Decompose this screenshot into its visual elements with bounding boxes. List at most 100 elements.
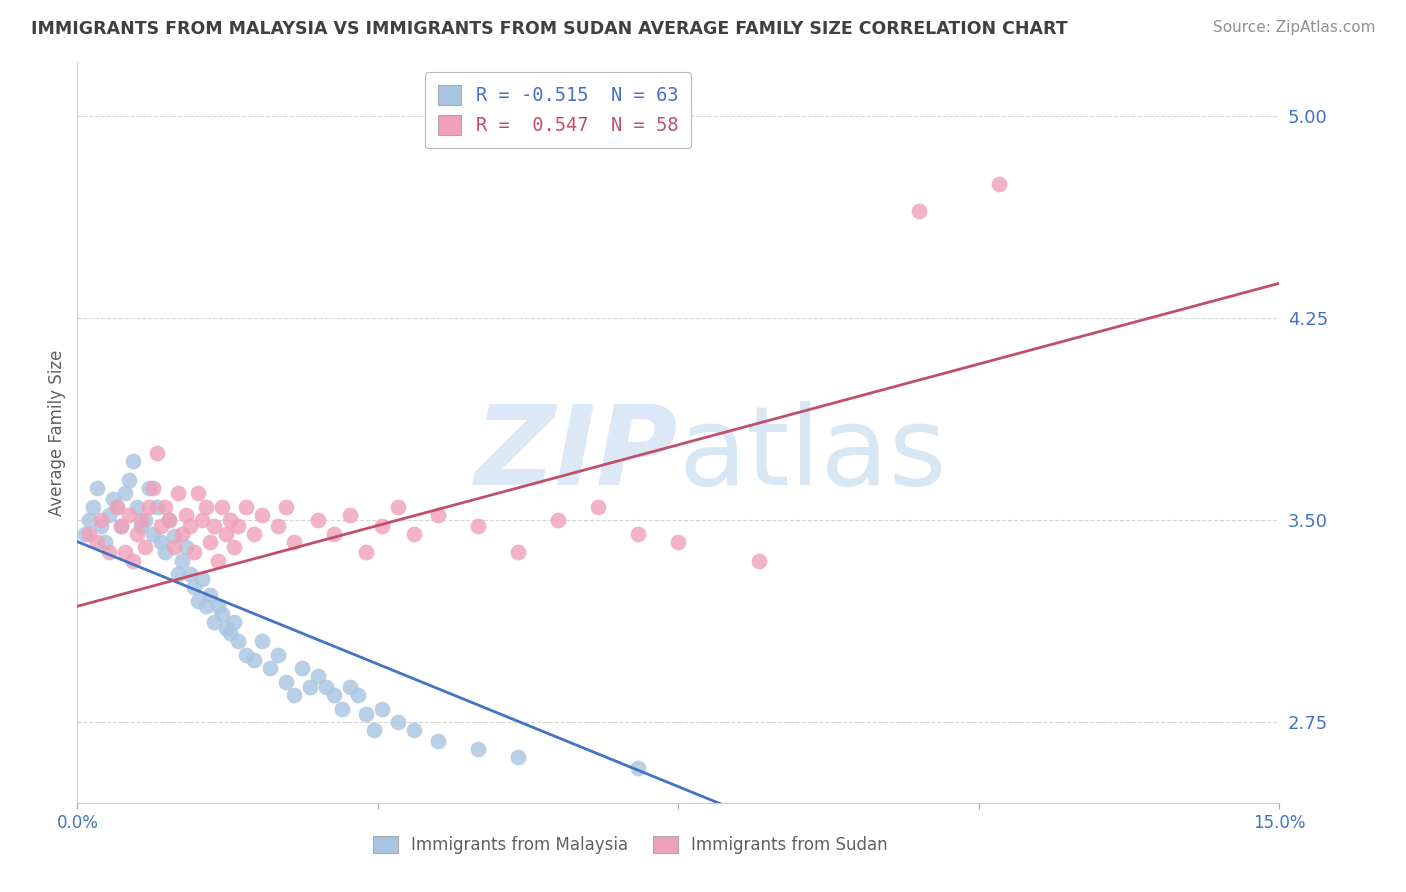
Point	[250, 508, 273, 522]
Point	[170, 553, 193, 567]
Point	[110, 518, 132, 533]
Point	[467, 518, 489, 533]
Point	[170, 526, 193, 541]
Point	[162, 529, 184, 543]
Point	[214, 621, 236, 635]
Point	[211, 500, 233, 514]
Point	[82, 500, 104, 514]
Point	[166, 566, 188, 581]
Point	[174, 508, 197, 522]
Point	[146, 500, 169, 514]
Point	[339, 508, 361, 522]
Point	[322, 688, 344, 702]
Point	[274, 674, 297, 689]
Point	[627, 761, 650, 775]
Point	[222, 615, 245, 630]
Point	[146, 446, 169, 460]
Point	[75, 526, 97, 541]
Point	[315, 680, 337, 694]
Point	[90, 518, 112, 533]
Point	[134, 513, 156, 527]
Point	[235, 648, 257, 662]
Point	[202, 518, 225, 533]
Point	[218, 626, 240, 640]
Point	[307, 669, 329, 683]
Point	[122, 553, 145, 567]
Point	[214, 526, 236, 541]
Point	[190, 572, 212, 586]
Point	[142, 526, 165, 541]
Point	[988, 177, 1011, 191]
Point	[194, 500, 217, 514]
Point	[79, 526, 101, 541]
Point	[142, 481, 165, 495]
Point	[307, 513, 329, 527]
Point	[387, 714, 409, 729]
Point	[207, 553, 229, 567]
Point	[363, 723, 385, 738]
Point	[186, 594, 209, 608]
Point	[190, 513, 212, 527]
Point	[138, 500, 160, 514]
Point	[259, 661, 281, 675]
Point	[186, 486, 209, 500]
Point	[207, 599, 229, 614]
Point	[127, 500, 149, 514]
Point	[748, 553, 770, 567]
Point	[322, 526, 344, 541]
Point	[627, 526, 650, 541]
Point	[194, 599, 217, 614]
Point	[298, 680, 321, 694]
Point	[402, 526, 425, 541]
Point	[155, 500, 177, 514]
Point	[242, 526, 264, 541]
Point	[127, 526, 149, 541]
Point	[267, 648, 290, 662]
Point	[283, 534, 305, 549]
Point	[274, 500, 297, 514]
Point	[110, 518, 132, 533]
Point	[908, 203, 931, 218]
Point	[668, 534, 690, 549]
Point	[179, 518, 201, 533]
Point	[346, 688, 368, 702]
Point	[222, 540, 245, 554]
Point	[183, 545, 205, 559]
Point	[118, 508, 141, 522]
Text: IMMIGRANTS FROM MALAYSIA VS IMMIGRANTS FROM SUDAN AVERAGE FAMILY SIZE CORRELATIO: IMMIGRANTS FROM MALAYSIA VS IMMIGRANTS F…	[31, 20, 1067, 37]
Point	[118, 473, 141, 487]
Point	[211, 607, 233, 622]
Point	[291, 661, 314, 675]
Point	[547, 513, 569, 527]
Point	[250, 634, 273, 648]
Point	[107, 500, 129, 514]
Point	[138, 481, 160, 495]
Point	[79, 513, 101, 527]
Point	[159, 513, 181, 527]
Point	[267, 518, 290, 533]
Point	[387, 500, 409, 514]
Y-axis label: Average Family Size: Average Family Size	[48, 350, 66, 516]
Point	[588, 500, 610, 514]
Point	[103, 491, 125, 506]
Point	[354, 545, 377, 559]
Point	[150, 518, 173, 533]
Point	[94, 534, 117, 549]
Point	[402, 723, 425, 738]
Point	[242, 653, 264, 667]
Point	[107, 500, 129, 514]
Point	[508, 545, 530, 559]
Point	[427, 508, 450, 522]
Point	[179, 566, 201, 581]
Point	[114, 545, 136, 559]
Point	[183, 581, 205, 595]
Point	[122, 454, 145, 468]
Point	[218, 513, 240, 527]
Point	[226, 518, 249, 533]
Point	[354, 706, 377, 721]
Point	[235, 500, 257, 514]
Text: ZIP: ZIP	[475, 401, 679, 508]
Point	[174, 540, 197, 554]
Point	[202, 615, 225, 630]
Point	[150, 534, 173, 549]
